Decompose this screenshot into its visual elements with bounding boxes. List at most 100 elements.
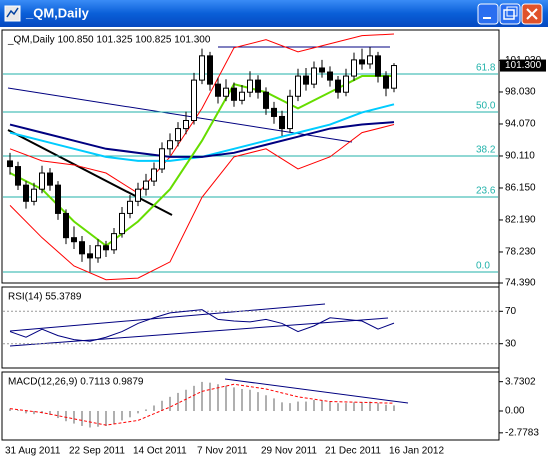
histogram-bar <box>137 410 139 414</box>
x-tick-label: 21 Dec 2011 <box>325 446 381 457</box>
histogram-bar <box>313 399 315 411</box>
candle-body <box>215 83 221 97</box>
candle-body <box>199 55 205 81</box>
rsi-trend-line <box>9 303 326 332</box>
panel-header: _QM,Daily 100.850 101.325 100.825 101.30… <box>7 35 211 46</box>
histogram-bar <box>305 401 307 411</box>
candle-body <box>375 55 381 77</box>
candle-body <box>311 67 317 85</box>
histogram-bar <box>121 410 123 421</box>
title-bar <box>0 0 548 27</box>
histogram-bar <box>345 403 347 411</box>
histogram-bar <box>161 400 163 411</box>
histogram-bar <box>153 405 155 411</box>
candle-body <box>327 71 333 81</box>
histogram-bar <box>169 396 171 411</box>
candle-body <box>95 245 101 259</box>
icon-glyph <box>6 7 19 18</box>
histogram-bar <box>257 392 259 411</box>
rsi-line <box>9 309 395 342</box>
histogram-bar <box>369 401 371 411</box>
x-tick-label: 14 Oct 2011 <box>133 446 187 457</box>
histogram-bar <box>289 403 291 411</box>
histogram-bar <box>49 410 51 415</box>
histogram-bar <box>17 410 19 411</box>
fib-label: 38.2 <box>476 145 496 156</box>
histogram-bar <box>73 410 75 424</box>
candle-body <box>55 184 61 214</box>
y-tick-label: 0.00 <box>505 406 525 417</box>
y-tick-label: 3.7302 <box>505 376 536 387</box>
candle-body <box>159 148 165 170</box>
histogram-bar <box>57 410 59 419</box>
y-tick-label: 86.150 <box>505 183 536 194</box>
histogram-bar <box>129 410 131 418</box>
histogram-bar <box>377 403 379 411</box>
histogram-bar <box>65 410 67 422</box>
x-tick-label: 29 Nov 2011 <box>261 446 317 457</box>
candle-body <box>15 166 21 186</box>
panel-header: RSI(14) 55.3789 <box>8 292 82 303</box>
candle-body <box>391 65 397 89</box>
y-tick-label: 98.030 <box>505 87 536 98</box>
histogram-bar <box>225 385 227 411</box>
histogram-bar <box>81 410 83 426</box>
x-tick-label: 7 Nov 2011 <box>197 446 248 457</box>
window-title: _QM,Daily <box>25 5 90 20</box>
candle-body <box>167 140 173 150</box>
histogram-bar <box>9 408 11 411</box>
candle-body <box>23 184 29 202</box>
x-tick-label: 16 Jan 2012 <box>389 446 444 457</box>
histogram-bar <box>145 409 147 411</box>
histogram-bar <box>185 389 187 411</box>
fib-label: 50.0 <box>476 101 496 112</box>
candle-body <box>359 59 365 65</box>
histogram-bar <box>233 387 235 411</box>
fib-label: 0.0 <box>476 261 490 272</box>
candle-body <box>343 75 349 93</box>
histogram-bar <box>201 381 203 411</box>
candle-body <box>255 79 261 93</box>
y-tick-label: 74.390 <box>505 278 536 289</box>
candle-body <box>47 172 53 186</box>
candle-body <box>351 59 357 77</box>
price-tag <box>500 59 546 72</box>
minimize-button[interactable] <box>477 3 499 25</box>
candle-body <box>319 67 325 73</box>
candle-body <box>207 55 213 85</box>
histogram-bar <box>265 395 267 411</box>
histogram-bar <box>33 410 35 415</box>
histogram-bar <box>281 402 283 411</box>
histogram-bar <box>105 410 107 426</box>
y-tick-label: 82.190 <box>505 215 536 226</box>
y-tick-label: 30 <box>505 338 517 349</box>
y-tick-label: 78.230 <box>505 247 536 258</box>
candle-body <box>279 115 285 130</box>
histogram-bar <box>217 384 219 411</box>
histogram-bar <box>209 382 211 411</box>
candle-body <box>295 75 301 97</box>
histogram-bar <box>393 405 395 411</box>
histogram-bar <box>361 402 363 411</box>
candle-body <box>263 91 269 109</box>
candle-body <box>367 55 373 65</box>
candle-body <box>39 172 45 190</box>
candle-body <box>71 237 77 243</box>
candle-body <box>127 200 133 214</box>
histogram-bar <box>337 403 339 411</box>
candle-body <box>335 79 341 93</box>
candle-body <box>63 212 69 239</box>
histogram-bar <box>321 400 323 411</box>
candle-body <box>31 188 37 202</box>
histogram-bar <box>97 410 99 427</box>
restore-button[interactable] <box>499 3 521 25</box>
candle-body <box>143 180 149 190</box>
candle-body <box>231 87 237 101</box>
close-button[interactable] <box>521 3 543 25</box>
panel-header: MACD(12,26,9) 0.7113 0.9879 <box>8 377 144 388</box>
histogram-bar <box>329 401 331 411</box>
candle-body <box>223 87 229 97</box>
fib-label: 61.8 <box>476 63 496 74</box>
